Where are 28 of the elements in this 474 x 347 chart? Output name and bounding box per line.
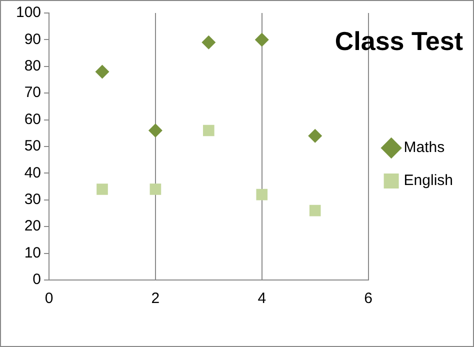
legend-label: Maths <box>404 139 445 156</box>
y-tick-label: 50 <box>24 138 42 155</box>
y-tick-label: 40 <box>24 164 42 182</box>
y-tick-label: 70 <box>24 84 42 102</box>
point <box>96 184 108 195</box>
y-tick-label: 100 <box>16 4 42 22</box>
point <box>309 204 321 216</box>
point <box>202 35 216 50</box>
y-tick-label: 10 <box>24 244 42 262</box>
point <box>254 32 269 47</box>
y-tick-label: 0 <box>32 271 42 288</box>
x-tick-label: 4 <box>258 290 266 308</box>
y-tick-label: 60 <box>24 110 42 128</box>
point <box>148 123 162 138</box>
y-tick-label: 80 <box>24 58 42 75</box>
y-tick-label: 90 <box>24 30 42 48</box>
point <box>203 124 214 136</box>
point <box>256 188 268 200</box>
x-tick-label: 0 <box>44 290 54 308</box>
point <box>308 128 322 143</box>
point <box>150 184 162 195</box>
legend-label: English <box>404 172 454 190</box>
y-tick-label: 30 <box>24 191 42 208</box>
point <box>95 64 110 79</box>
y-tick-label: 20 <box>24 218 42 235</box>
x-tick-label: 2 <box>151 290 160 308</box>
x-tick-label: 6 <box>364 290 372 308</box>
text: Class Test <box>334 26 464 56</box>
